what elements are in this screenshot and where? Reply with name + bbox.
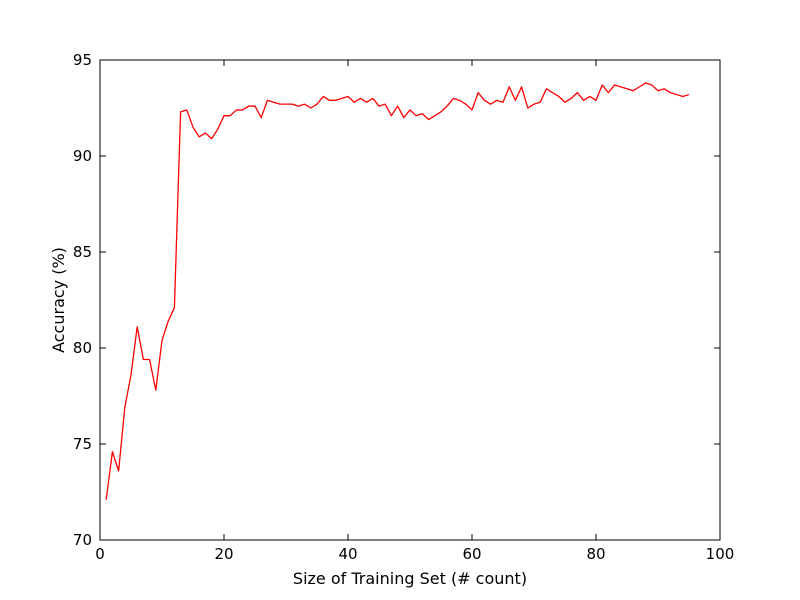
y-axis-label: Accuracy (%) <box>49 247 68 353</box>
x-tick-label: 60 <box>462 545 481 563</box>
x-tick-label: 100 <box>706 545 735 563</box>
plot-area <box>100 60 720 540</box>
axis-ticks: 0 20 40 60 80 100 70 75 80 85 90 95 <box>73 51 734 563</box>
data-series <box>105 82 690 500</box>
x-tick-label: 0 <box>95 545 105 563</box>
accuracy-line <box>105 82 690 500</box>
x-axis-label: Size of Training Set (# count) <box>293 569 527 588</box>
y-tick-label: 70 <box>73 531 92 549</box>
y-tick-label: 90 <box>73 147 92 165</box>
plot-frame <box>99 59 721 541</box>
x-tick-label: 40 <box>338 545 357 563</box>
x-tick-label: 80 <box>586 545 605 563</box>
y-tick-label: 80 <box>73 339 92 357</box>
y-tick-label: 75 <box>73 435 92 453</box>
y-tick-label: 95 <box>73 51 92 69</box>
y-tick-label: 85 <box>73 243 92 261</box>
x-tick-label: 20 <box>214 545 233 563</box>
